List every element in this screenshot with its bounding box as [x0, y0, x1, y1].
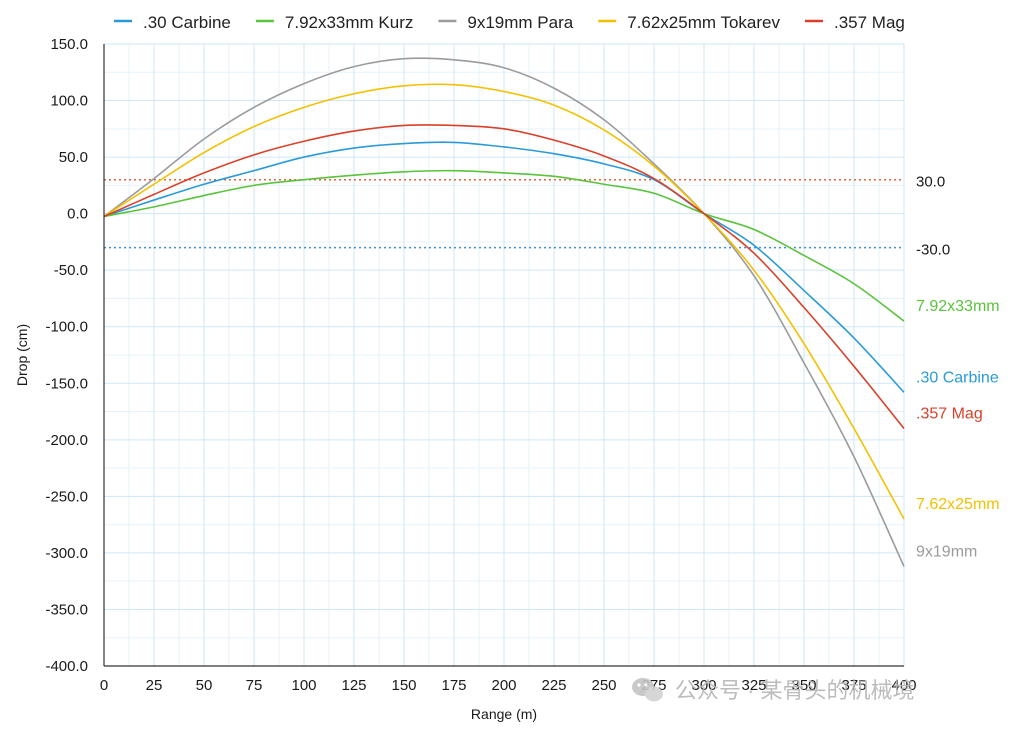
y-tick-label: -200.0 — [45, 432, 88, 449]
x-tick-label: 375 — [841, 677, 866, 694]
series-line — [103, 124, 905, 430]
watermark: 公众号 · 某骨头的机械境 — [632, 678, 915, 703]
x-tick-labels: 0 25 50 75 100 125 150 175 200 225 250 275 300 325 350… — [100, 677, 917, 694]
axes — [103, 44, 904, 667]
reference-lines — [104, 178, 904, 249]
y-tick-label: -100.0 — [45, 319, 88, 336]
wechat-icon — [632, 678, 663, 702]
y-tick-label: -400.0 — [45, 658, 88, 675]
x-tick-label: 125 — [341, 677, 366, 694]
series-end-label: 7.92x33mm — [916, 298, 1000, 315]
series-line — [103, 169, 905, 322]
legend-item-label: 7.92x33mm Kurz — [285, 13, 414, 32]
legend-item-label: .357 Mag — [834, 13, 905, 32]
x-tick-label: 150 — [391, 677, 416, 694]
reference-labels: 30.0 -30.0 — [916, 174, 950, 259]
series-lines — [103, 57, 905, 567]
legend-item-label: 7.62x25mm Tokarev — [627, 13, 780, 32]
series-line — [103, 141, 905, 393]
x-tick-label: 0 — [100, 677, 108, 694]
y-tick-label: 0.0 — [67, 206, 88, 223]
y-tick-label: -50.0 — [54, 262, 88, 279]
x-tick-label: 50 — [196, 677, 213, 694]
y-tick-label: -250.0 — [45, 488, 88, 505]
x-tick-label: 400 — [891, 677, 916, 694]
legend-item-label: .30 Carbine — [143, 13, 231, 32]
x-tick-label: 250 — [591, 677, 616, 694]
x-tick-label: 300 — [691, 677, 716, 694]
watermark-text: 公众号 · 某骨头的机械境 — [675, 678, 915, 703]
y-axis-title: Drop (cm) — [14, 324, 30, 386]
y-tick-labels: 150.0 100.0 50.0 0.0 -50.0 -100.0 -150.0 -200.0… — [45, 36, 88, 675]
x-tick-label: 175 — [441, 677, 466, 694]
y-tick-label: -300.0 — [45, 545, 88, 562]
x-tick-label: 100 — [291, 677, 316, 694]
reference-label: 30.0 — [916, 174, 945, 191]
series-end-label: .30 Carbine — [916, 369, 999, 386]
legend: .30 Carbine 7.92x33mm Kurz 9x19mm Para 7.62… — [114, 13, 905, 32]
series-line — [103, 57, 905, 567]
series-end-label: 7.62x25mm — [916, 496, 1000, 513]
x-tick-label: 225 — [541, 677, 566, 694]
x-axis-title: Range (m) — [471, 706, 537, 722]
reference-label: -30.0 — [916, 242, 950, 259]
y-tick-label: 50.0 — [59, 149, 88, 166]
y-tick-label: -350.0 — [45, 601, 88, 618]
y-tick-label: -150.0 — [45, 375, 88, 392]
legend-item-label: 9x19mm Para — [467, 13, 573, 32]
series-end-label: 9x19mm — [916, 543, 977, 560]
x-tick-label: 75 — [246, 677, 263, 694]
major-gridlines — [104, 43, 905, 666]
y-tick-label: 100.0 — [50, 93, 88, 110]
x-tick-label: 200 — [491, 677, 516, 694]
series-line — [103, 83, 905, 520]
series-end-labels: 7.92x33mm .30 Carbine .357 Mag 7.62x25mm 9x1… — [916, 298, 1000, 560]
x-tick-label: 25 — [146, 677, 163, 694]
x-tick-label: 325 — [741, 677, 766, 694]
series-end-label: .357 Mag — [916, 406, 983, 423]
x-tick-label: 350 — [791, 677, 816, 694]
y-tick-label: 150.0 — [50, 36, 88, 53]
